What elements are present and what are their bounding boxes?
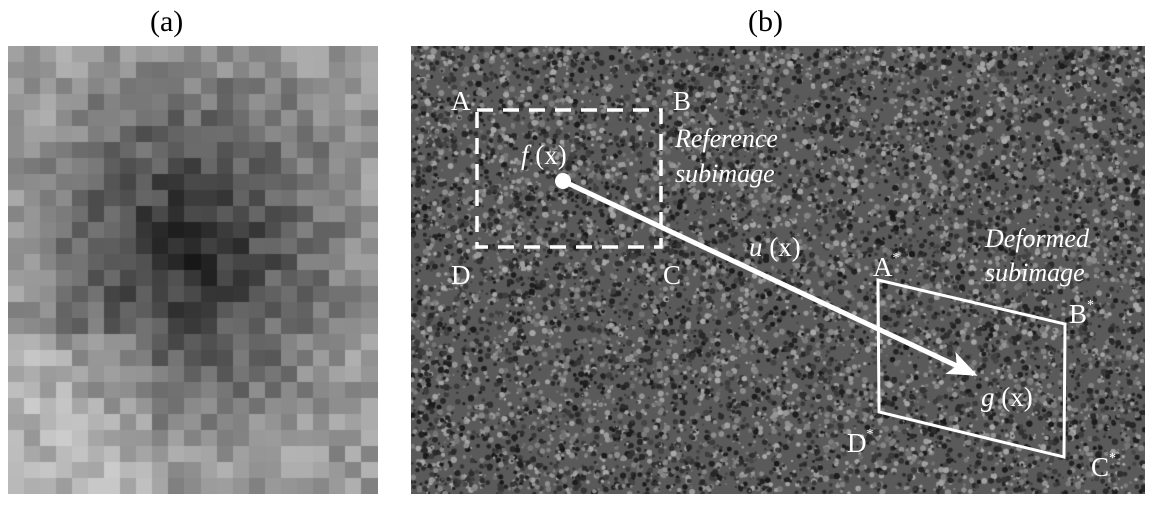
deformed-subimage-box [876, 278, 1067, 459]
panel-a-label: (a) [150, 5, 184, 38]
deformed-caption-line2: subimage [985, 258, 1085, 287]
reference-caption-line1: Reference [674, 124, 778, 153]
speckle-canvas [411, 46, 1145, 494]
corner-a-label: A [451, 86, 471, 116]
deformed-caption-line1: Deformed [984, 224, 1090, 253]
g-of-x-label: g (x) [981, 382, 1033, 412]
corner-c-label: C [663, 260, 681, 290]
f-of-x-label: f (x) [521, 140, 567, 170]
reference-caption-line2: subimage [675, 159, 775, 188]
corner-c-star-label: C* [1091, 451, 1116, 482]
panel-b-label: (b) [748, 5, 783, 38]
corner-b-label: B [673, 86, 691, 116]
reference-subimage-box [475, 108, 663, 249]
speckle-pattern-image: A B C D f (x) Reference subimage u (x) D… [411, 46, 1145, 494]
corner-b-star-label: B* [1069, 298, 1094, 329]
zoomed-pixel-speckle-image [8, 46, 378, 494]
pixel-grid-canvas [8, 46, 378, 494]
corner-d-label: D [451, 260, 471, 290]
corner-d-star-label: D* [847, 427, 874, 458]
displacement-arrow [561, 178, 978, 377]
reference-point-dot [555, 173, 571, 189]
corner-a-star-label: A* [873, 251, 900, 282]
correlation-overlay: A B C D f (x) Reference subimage u (x) D… [451, 86, 1116, 482]
u-of-x-label: u (x) [749, 232, 801, 262]
